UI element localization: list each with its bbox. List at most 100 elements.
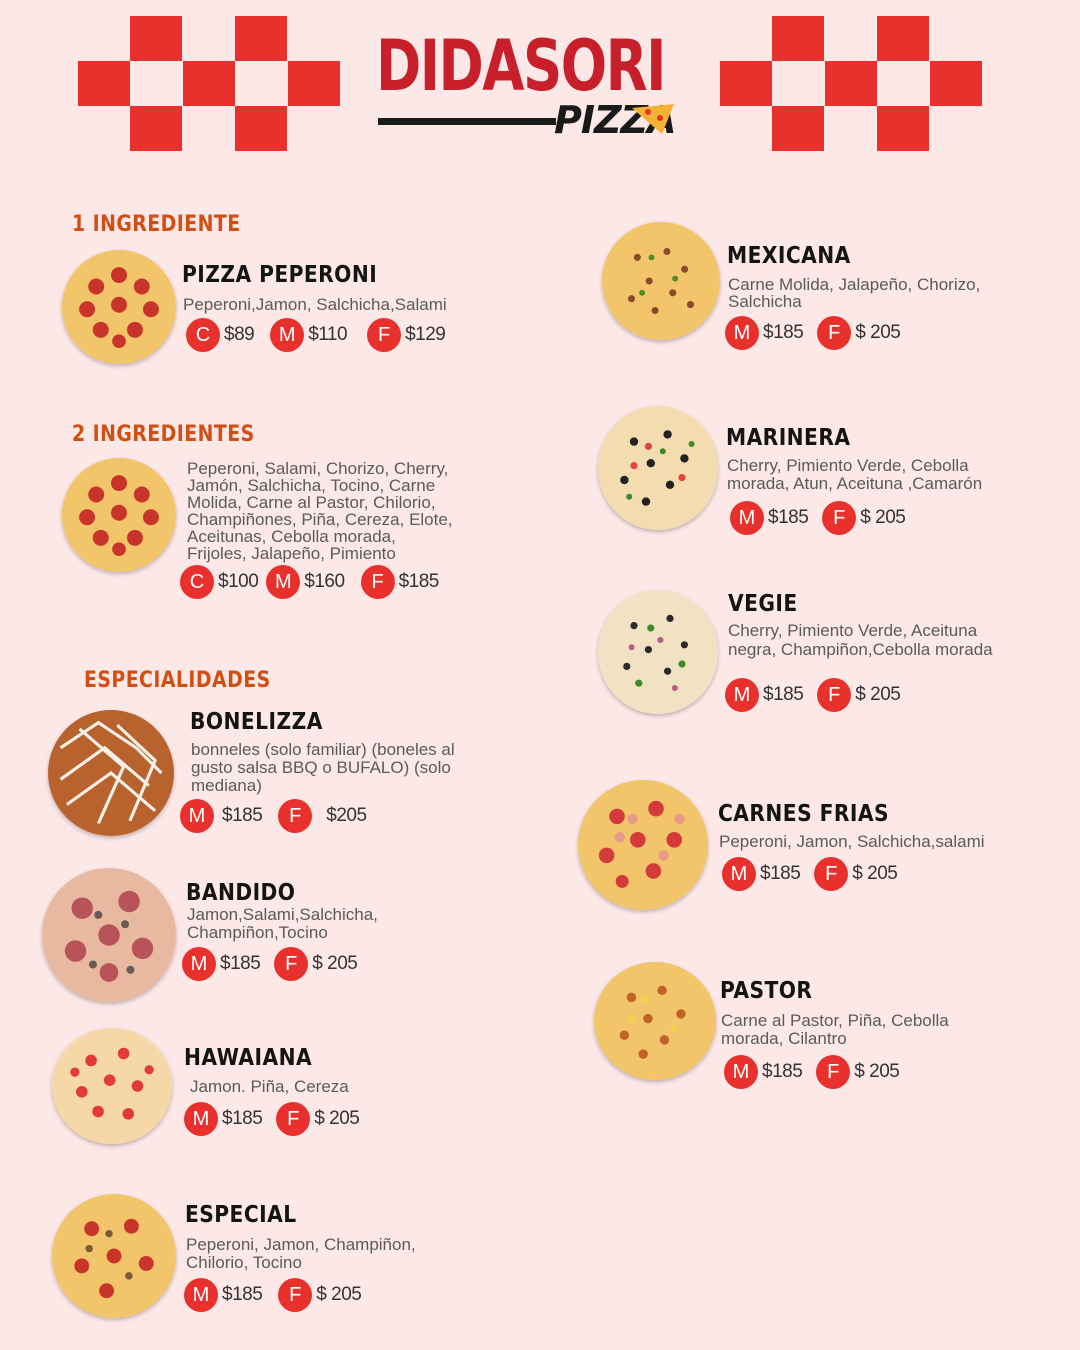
price-value: $89 <box>224 324 255 345</box>
price-value: $100 <box>218 571 259 592</box>
size-badge: C <box>186 318 220 352</box>
brand-name: DIDASORI <box>376 25 666 107</box>
price-list-bandido: M $185 F $ 205 <box>182 947 358 981</box>
price-value: $185 <box>763 322 804 343</box>
price-value: $ 205 <box>860 507 906 528</box>
item-desc-especial: Peperoni, Jamon, Champiñon, Chilorio, To… <box>186 1235 416 1272</box>
size-badge: F <box>816 1055 851 1089</box>
item-name-pastor: PASTOR <box>720 978 813 1004</box>
pizza-marinera-image <box>598 406 718 530</box>
item-desc-peperoni: Peperoni,Jamon, Salchicha,Salami <box>183 295 447 314</box>
price-value: $205 <box>326 805 367 826</box>
item-name-bandido: BANDIDO <box>186 880 296 906</box>
item-name-hawaiana: HAWAIANA <box>184 1045 313 1071</box>
size-badge: F <box>817 316 852 350</box>
price-value: $185 <box>762 1061 803 1082</box>
item-name-especial: ESPECIAL <box>185 1202 297 1228</box>
size-badge: C <box>180 565 214 599</box>
price-value: $ 205 <box>314 1108 360 1129</box>
pizza-especial-image <box>52 1194 176 1318</box>
pizza-2-ingredientes-image <box>62 458 176 572</box>
size-badge: M <box>184 1278 218 1312</box>
size-badge: M <box>724 1055 758 1089</box>
price-list-2-ingredientes: C $100 M $160 F $185 <box>180 565 439 599</box>
size-badge: M <box>730 501 764 535</box>
item-desc-marinera: Cherry, Pimiento Verde, Cebolla morada, … <box>727 456 983 493</box>
pizza-vegie-image <box>598 590 718 714</box>
price-value: $129 <box>405 324 446 345</box>
price-list-mexicana: M $185 F $ 205 <box>725 316 901 350</box>
size-badge: F <box>278 1278 313 1312</box>
price-value: $185 <box>222 1284 263 1305</box>
price-value: $185 <box>220 953 261 974</box>
item-desc-hawaiana: Jamon. Piña, Cereza <box>190 1077 349 1096</box>
section-title-2-ingredientes: 2 INGREDIENTES <box>72 422 255 447</box>
size-badge: M <box>725 678 759 712</box>
pizza-bonelizza-image <box>48 710 174 836</box>
price-value: $185 <box>760 863 801 884</box>
pizza-mexicana-image <box>602 222 720 340</box>
price-list-carnes-frias: M $185 F $ 205 <box>722 857 898 891</box>
size-badge: M <box>182 947 216 981</box>
price-list-bonelizza: M $185 F $205 <box>180 799 367 833</box>
size-badge: M <box>725 316 759 350</box>
price-list-pastor: M $185 F $ 205 <box>724 1055 900 1089</box>
price-value: $110 <box>308 324 348 345</box>
pizza-hawaiana-image <box>52 1028 172 1144</box>
size-badge: M <box>266 565 301 599</box>
size-badge: F <box>276 1102 311 1136</box>
item-desc-carnes-frias: Peperoni, Jamon, Salchicha,salami <box>719 832 985 851</box>
price-value: $ 205 <box>852 863 898 884</box>
size-badge: F <box>367 318 402 352</box>
size-badge: M <box>180 799 214 833</box>
size-badge: F <box>278 799 313 833</box>
size-badge: M <box>270 318 305 352</box>
item-desc-mexicana: Carne Molida, Jalapeño, Chorizo, Salchic… <box>728 275 981 311</box>
item-desc-bonelizza: bonneles (solo familiar) (boneles al gus… <box>191 740 455 795</box>
item-desc-bandido: Jamon,Salami,Salchicha, Champiñon,Tocino <box>187 905 378 942</box>
price-value: $ 205 <box>855 684 901 705</box>
size-badge: F <box>822 501 857 535</box>
price-value: $185 <box>763 684 804 705</box>
item-name-peperoni: PIZZA PEPERONI <box>182 262 378 288</box>
price-value: $185 <box>222 805 263 826</box>
item-name-marinera: MARINERA <box>726 425 851 451</box>
price-list-marinera: M $185 F $ 205 <box>730 501 906 535</box>
size-badge: F <box>360 565 395 599</box>
price-value: $ 205 <box>854 1061 900 1082</box>
price-value: $ 205 <box>312 953 358 974</box>
price-list-hawaiana: M $185 F $ 205 <box>184 1102 360 1136</box>
price-value: $ 205 <box>855 322 901 343</box>
price-value: $160 <box>304 571 345 592</box>
price-list-especial: M $185 F $ 205 <box>184 1278 362 1312</box>
size-badge: F <box>274 947 309 981</box>
pizza-pastor-image <box>594 962 716 1080</box>
size-badge: M <box>184 1102 218 1136</box>
pizza-slice-icon <box>632 104 674 134</box>
pizza-carnes-frias-image <box>578 780 708 910</box>
pizza-bandido-image <box>42 868 176 1002</box>
brand-logo: DIDASORI PIZZA <box>376 26 706 146</box>
item-desc-2-ingredientes: Peperoni, Salami, Chorizo, Cherry, Jamón… <box>187 459 453 563</box>
price-value: $185 <box>768 507 809 528</box>
logo-underline <box>378 118 556 125</box>
checker-pattern-right <box>720 16 982 151</box>
price-list-vegie: M $185 F $ 205 <box>725 678 901 712</box>
item-name-bonelizza: BONELIZZA <box>190 709 323 735</box>
size-badge: M <box>722 857 756 891</box>
checker-pattern-left <box>78 16 340 151</box>
size-badge: F <box>817 678 852 712</box>
pizza-peperoni-image <box>62 250 176 364</box>
section-title-especialidades: ESPECIALIDADES <box>84 668 271 693</box>
item-desc-pastor: Carne al Pastor, Piña, Cebolla morada, C… <box>721 1011 949 1048</box>
item-name-mexicana: MEXICANA <box>727 243 851 269</box>
size-badge: F <box>814 857 849 891</box>
item-name-carnes-frias: CARNES FRIAS <box>718 801 889 827</box>
price-value: $ 205 <box>316 1284 362 1305</box>
price-list-peperoni: C $89 M $110 F $129 <box>186 318 446 352</box>
price-value: $185 <box>222 1108 263 1129</box>
item-desc-vegie: Cherry, Pimiento Verde, Aceituna negra, … <box>728 621 993 659</box>
price-value: $185 <box>398 571 440 592</box>
item-name-vegie: VEGIE <box>728 591 798 617</box>
section-title-1-ingrediente: 1 INGREDIENTE <box>72 212 241 237</box>
